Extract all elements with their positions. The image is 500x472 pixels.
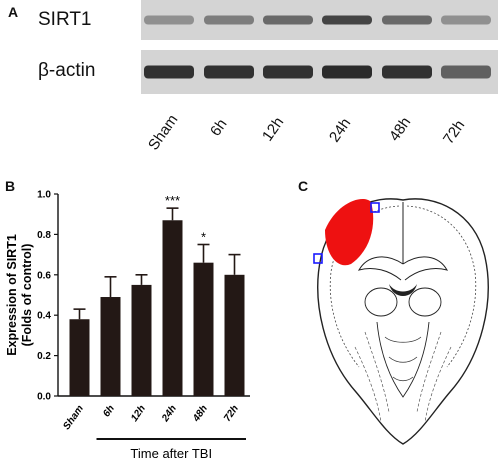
blot-band: [382, 65, 432, 79]
brain-outline: [317, 198, 489, 445]
x-tick-label: 24h: [159, 403, 178, 424]
x-tick-label: 12h: [129, 403, 148, 423]
sirt1-blot-strip: [141, 0, 498, 40]
bar: [162, 220, 183, 396]
panel-a-letter: A: [8, 4, 19, 20]
sampling-marker-left: [313, 253, 323, 264]
blot-band: [263, 15, 313, 25]
x-axis-label: Time after TBI: [130, 446, 212, 461]
cortex-inner-right: [406, 205, 477, 368]
blot-band: [144, 65, 194, 79]
brainstem: [376, 321, 430, 398]
blot-band: [322, 65, 372, 79]
panel-c-letter: C: [298, 178, 309, 194]
actin-blot-strip: [141, 50, 498, 94]
blot-band: [322, 15, 372, 25]
bar: [193, 262, 214, 396]
fiber-tracts: [354, 331, 452, 423]
lesion-area: [325, 199, 374, 266]
y-tick-label: 0.4: [37, 311, 51, 322]
lane-label-48h: 48h: [386, 114, 415, 145]
bar: [224, 274, 245, 396]
panel-b-letter: B: [5, 178, 16, 194]
y-tick-label: 0.6: [37, 270, 51, 281]
y-tick-label: 0.8: [37, 230, 51, 241]
x-tick-label: Sham: [61, 403, 86, 432]
lane-label-24h: 24h: [326, 115, 355, 146]
significance-marker: *: [201, 230, 206, 245]
y-tick-label: 1.0: [37, 190, 51, 201]
bar-chart-panel: B 0.0 0.2 0.4 0.6 0.8 1.0 Sham 6h 12h *** 24h * 48h 7…: [0, 172, 270, 467]
x-tick-label: 72h: [222, 403, 241, 423]
thalamus-left: [364, 287, 398, 317]
ventricle: [389, 284, 417, 296]
x-tick-label: 48h: [190, 403, 209, 424]
western-blot-panel: A SIRT1 β-actin Sham 6h 12h 24h 48h 72h: [0, 0, 500, 175]
brain-schematic-panel: C: [285, 172, 500, 467]
hippocampus-right: [402, 256, 449, 281]
bar: [131, 284, 152, 396]
thalamus-right: [408, 287, 442, 317]
actin-bands: [144, 65, 491, 79]
x-tick-label: 6h: [101, 403, 117, 419]
blot-band: [441, 65, 491, 79]
sampling-marker-top: [370, 202, 380, 213]
blot-band: [263, 65, 313, 79]
y-tick-label: 0.0: [37, 392, 51, 403]
hippocampus-left: [357, 256, 404, 281]
significance-marker: ***: [165, 193, 180, 208]
lane-label-12h: 12h: [259, 114, 288, 145]
y-tick-label: 0.2: [37, 351, 51, 362]
blot-band: [382, 15, 432, 25]
nuclei: [384, 336, 422, 382]
sirt1-bar-chart: 0.0 0.2 0.4 0.6 0.8 1.0 Sham 6h 12h *** 24h * 48h 72h…: [5, 190, 250, 461]
actin-row-label: β-actin: [38, 60, 96, 81]
blot-band: [204, 15, 254, 25]
y-axis-label-line1: Expression of SIRT1: [5, 234, 19, 356]
y-axis-label-line2: (Folds of control): [20, 244, 34, 347]
bar: [100, 297, 121, 396]
sirt1-bands: [144, 15, 491, 25]
sirt1-row-label: SIRT1: [38, 9, 92, 30]
lane-label-sham: Sham: [145, 111, 182, 154]
lane-label-6h: 6h: [207, 115, 231, 140]
bar: [69, 319, 90, 396]
lane-label-72h: 72h: [440, 117, 469, 148]
blot-band: [204, 65, 254, 79]
coronal-brain-section: [313, 198, 489, 445]
blot-band: [441, 15, 491, 25]
blot-band: [144, 15, 194, 25]
